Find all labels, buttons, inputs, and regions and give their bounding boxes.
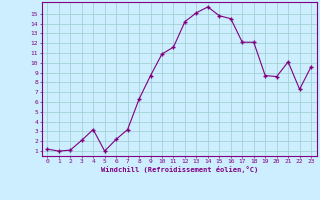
- X-axis label: Windchill (Refroidissement éolien,°C): Windchill (Refroidissement éolien,°C): [100, 166, 258, 173]
